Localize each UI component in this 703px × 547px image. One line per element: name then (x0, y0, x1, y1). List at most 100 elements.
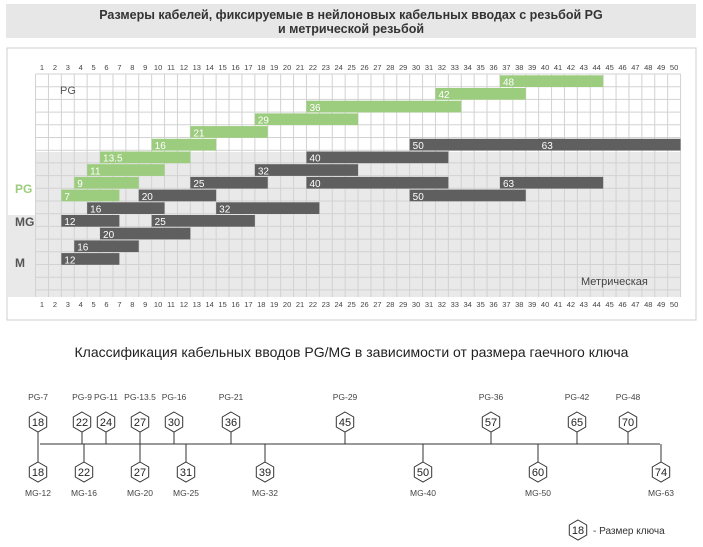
x-tick-label-bottom: 23 (322, 300, 330, 309)
x-tick-label-top: 32 (438, 63, 446, 72)
metric-bar (306, 151, 449, 164)
x-tick-label-top: 39 (528, 63, 536, 72)
wrench-classification: PG-7 18 PG-9 22 PG-11 24 PG-13.5 27 PG-16 30 PG-21… (25, 392, 674, 541)
x-tick-label-top: 13 (193, 63, 201, 72)
x-tick-label-bottom: 40 (541, 300, 549, 309)
x-tick-label-bottom: 2 (53, 300, 57, 309)
x-tick-label-top: 28 (386, 63, 394, 72)
mg-bar-label: 63 (503, 179, 515, 190)
x-tick-label-top: 20 (283, 63, 291, 72)
pg-wrench-hexagon (221, 411, 241, 433)
x-tick-label-bottom: 38 (515, 300, 523, 309)
x-tick-label-bottom: 1 (40, 300, 44, 309)
metric-bar (538, 138, 681, 151)
mg-type-label: MG-16 (71, 488, 97, 498)
mg-wrench-hexagon (130, 461, 150, 483)
x-tick-label-bottom: 9 (143, 300, 147, 309)
x-tick-label-bottom: 50 (670, 300, 678, 309)
x-tick-label-bottom: 21 (296, 300, 304, 309)
pg-wrench-size: 36 (225, 417, 237, 429)
x-tick-label-top: 23 (322, 63, 330, 72)
pg-bar-label: 42 (438, 90, 450, 101)
x-tick-label-bottom: 46 (618, 300, 626, 309)
x-tick-label-top: 37 (502, 63, 510, 72)
mg-type-label: MG-50 (525, 488, 551, 498)
pg-wrench-hexagon (567, 411, 587, 433)
mg-wrench-size: 18 (32, 467, 44, 479)
metric-bar (61, 253, 120, 265)
pg-wrench-hexagon (96, 411, 116, 433)
pg-wrench-hexagon (335, 411, 355, 433)
x-tick-label-bottom: 39 (528, 300, 536, 309)
pg-type-label: PG-11 (94, 392, 118, 402)
pg-wrench-size: 27 (134, 417, 146, 429)
pg-wrench-hexagon (618, 411, 638, 433)
x-tick-label-bottom: 31 (425, 300, 433, 309)
mg-bar (409, 189, 526, 202)
mg-bar-label: 25 (193, 179, 205, 190)
pg-header-label: PG (60, 85, 76, 97)
legend-wrench-hexagon (568, 519, 588, 541)
pg-wrench-size: 24 (100, 417, 112, 429)
x-tick-label-top: 43 (580, 63, 588, 72)
pg-wrench-size: 30 (168, 417, 180, 429)
left-shade-band (8, 215, 36, 297)
metric-bar-label: 63 (542, 141, 554, 152)
x-tick-label-top: 15 (218, 63, 226, 72)
pg-wrench-size: 18 (32, 417, 44, 429)
x-tick-label-bottom: 30 (412, 300, 420, 309)
x-tick-label-bottom: 24 (335, 300, 343, 309)
pg-type-label: PG-36 (479, 392, 504, 402)
mg-wrench-hexagon (255, 461, 275, 483)
pg-type-label: PG-42 (565, 392, 590, 402)
x-tick-label-top: 21 (296, 63, 304, 72)
pg-bar (306, 100, 462, 113)
x-tick-label-bottom: 27 (373, 300, 381, 309)
pg-bar-label: 36 (309, 103, 321, 114)
x-tick-label-top: 9 (143, 63, 147, 72)
pg-wrench-hexagon (72, 411, 92, 433)
x-tick-label-bottom: 7 (117, 300, 121, 309)
x-tick-label-bottom: 29 (399, 300, 407, 309)
pg-type-label: PG-9 (72, 392, 92, 402)
pg-bar (190, 126, 268, 138)
mg-bar (87, 202, 165, 214)
x-tick-label-top: 18 (257, 63, 265, 72)
x-tick-label-bottom: 33 (451, 300, 459, 309)
x-tick-label-bottom: 19 (270, 300, 278, 309)
pg-bar (499, 75, 604, 87)
mg-bar-label: 20 (142, 192, 154, 203)
metric-bar (151, 215, 255, 227)
mg-type-label: MG-20 (127, 488, 153, 498)
chart-title-line2: и метрической резьбой (277, 22, 425, 36)
chart-title-line1: Размеры кабелей, фиксируемые в нейлоновы… (99, 8, 603, 22)
x-tick-label-bottom: 10 (154, 300, 162, 309)
mg-type-label: MG-40 (410, 488, 436, 498)
x-tick-label-top: 50 (670, 63, 678, 72)
x-tick-label-top: 33 (451, 63, 459, 72)
x-tick-label-top: 16 (231, 63, 239, 72)
x-tick-label-bottom: 11 (167, 300, 175, 309)
mg-bar-label: 32 (258, 166, 270, 177)
x-tick-label-top: 7 (117, 63, 121, 72)
x-tick-label-top: 8 (130, 63, 134, 72)
pg-wrench-size: 57 (485, 417, 497, 429)
x-tick-label-top: 29 (399, 63, 407, 72)
x-tick-label-top: 35 (476, 63, 484, 72)
x-tick-label-top: 1 (40, 63, 44, 72)
pg-wrench-hexagon (481, 411, 501, 433)
x-tick-label-top: 3 (66, 63, 70, 72)
legend-text: - Размер ключа (593, 526, 665, 537)
pg-bar-label: 11 (90, 166, 101, 177)
mg-bar-label: 40 (309, 179, 321, 190)
mg-bar (138, 189, 217, 202)
metric-bar (74, 240, 139, 253)
pg-type-label: PG-48 (616, 392, 641, 402)
pg-wrench-size: 45 (339, 417, 351, 429)
mg-wrench-hexagon (413, 461, 433, 483)
m-side-label: M (15, 256, 25, 270)
x-tick-label-top: 38 (515, 63, 523, 72)
x-tick-label-bottom: 48 (644, 300, 652, 309)
pg-wrench-size: 70 (622, 417, 634, 429)
